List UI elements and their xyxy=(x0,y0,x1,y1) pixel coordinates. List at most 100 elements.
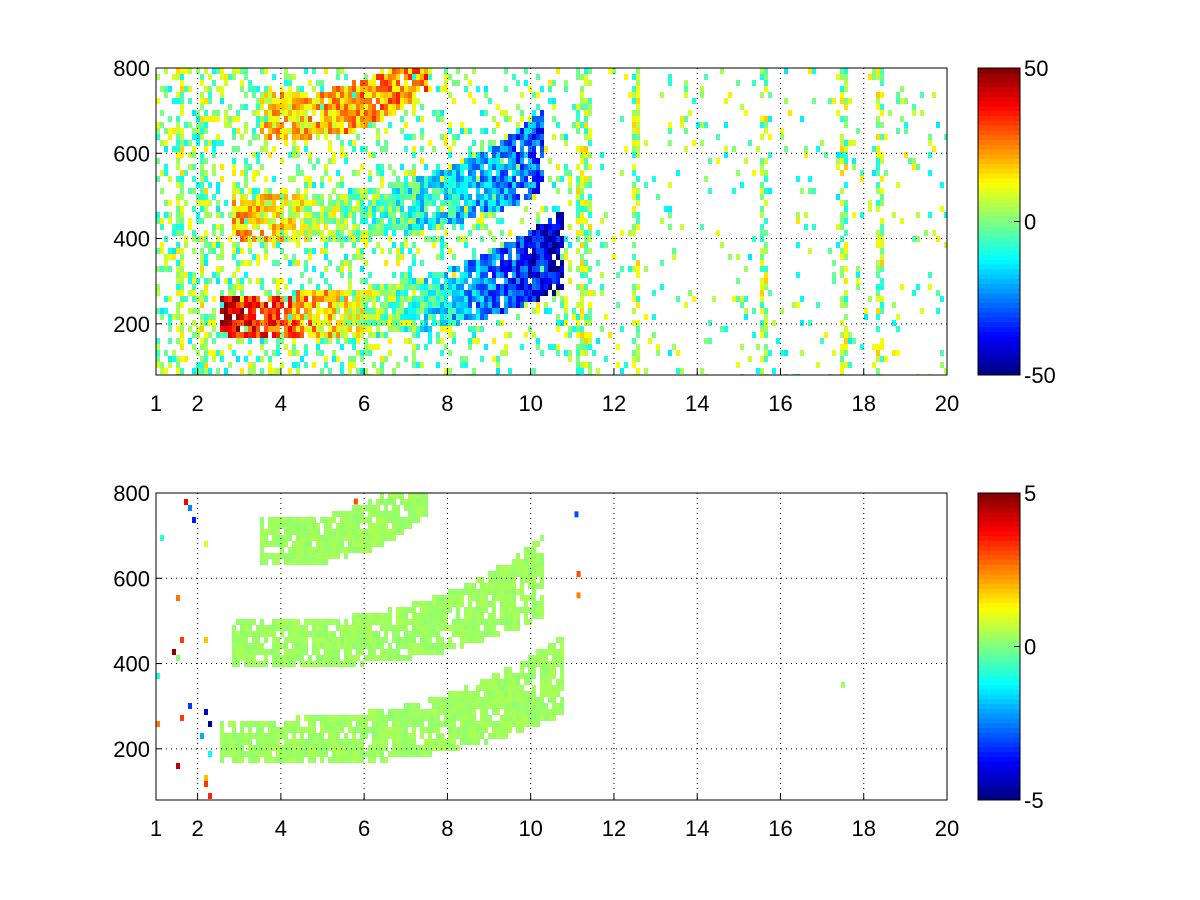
heatmap-cell xyxy=(428,314,432,320)
heatmap-cell xyxy=(532,284,536,290)
heatmap-cell xyxy=(332,296,336,302)
heatmap-cell xyxy=(480,314,484,320)
heatmap-cell xyxy=(288,523,292,529)
heatmap-cell xyxy=(252,751,256,757)
heatmap-cell xyxy=(840,248,844,254)
heatmap-cell xyxy=(496,733,500,739)
heatmap-cell xyxy=(300,302,304,308)
heatmap-cell xyxy=(464,296,468,302)
heatmap-cell xyxy=(740,296,744,302)
heatmap-cell xyxy=(360,505,364,511)
heatmap-cell xyxy=(156,308,160,314)
heatmap-cell xyxy=(176,362,180,368)
heatmap-cell xyxy=(768,152,772,158)
heatmap-cell xyxy=(156,290,160,296)
heatmap-cell xyxy=(196,332,200,338)
heatmap-cell xyxy=(460,278,464,284)
heatmap-cell xyxy=(500,242,504,248)
heatmap-cell xyxy=(556,212,560,218)
heatmap-cell xyxy=(428,607,432,613)
heatmap-cell xyxy=(376,523,380,529)
heatmap-cell xyxy=(632,122,636,128)
heatmap-cell xyxy=(868,200,872,206)
heatmap-cell xyxy=(372,194,376,200)
heatmap-cell xyxy=(168,176,172,182)
heatmap-cell xyxy=(472,260,476,266)
heatmap-cell xyxy=(500,152,504,158)
heatmap-cell xyxy=(416,80,420,86)
heatmap-cell xyxy=(352,541,356,547)
heatmap-cell xyxy=(500,290,504,296)
heatmap-cell xyxy=(396,649,400,655)
heatmap-cell xyxy=(352,727,356,733)
heatmap-cell xyxy=(316,200,320,206)
heatmap-cell xyxy=(408,284,412,290)
heatmap-cell xyxy=(308,308,312,314)
heatmap-cell xyxy=(448,637,452,643)
heatmap-cell xyxy=(280,212,284,218)
heatmap-cell xyxy=(296,314,300,320)
heatmap-cell xyxy=(448,170,452,176)
heatmap-cell xyxy=(176,146,180,152)
heatmap-cell xyxy=(880,242,884,248)
heatmap-cell xyxy=(352,733,356,739)
heatmap-cell xyxy=(332,206,336,212)
heatmap-cell xyxy=(512,134,516,140)
heatmap-cell xyxy=(508,613,512,619)
heatmap-cell xyxy=(420,278,424,284)
heatmap-cell xyxy=(404,338,408,344)
heatmap-cell xyxy=(508,260,512,266)
heatmap-cell xyxy=(528,182,532,188)
heatmap-cell xyxy=(256,260,260,266)
heatmap-cell xyxy=(248,338,252,344)
heatmap-cell xyxy=(412,176,416,182)
heatmap-cell xyxy=(292,254,296,260)
heatmap-cell xyxy=(900,218,904,224)
heatmap-cell xyxy=(568,260,572,266)
heatmap-cell xyxy=(460,362,464,368)
heatmap-cell xyxy=(328,655,332,661)
heatmap-cell xyxy=(700,224,704,230)
heatmap-cell xyxy=(304,302,308,308)
heatmap-cell xyxy=(376,715,380,721)
heatmap-cell xyxy=(296,164,300,170)
heatmap-cell xyxy=(304,308,308,314)
heatmap-cell xyxy=(488,679,492,685)
heatmap-cell xyxy=(324,266,328,272)
heatmap-cell xyxy=(844,362,848,368)
heatmap-cell xyxy=(316,224,320,230)
heatmap-cell xyxy=(588,128,592,134)
heatmap-cell xyxy=(744,266,748,272)
heatmap-cell xyxy=(376,535,380,541)
heatmap-cell xyxy=(316,649,320,655)
heatmap-cell xyxy=(380,613,384,619)
heatmap-cell xyxy=(204,278,208,284)
heatmap-cell xyxy=(264,553,268,559)
heatmap-cell xyxy=(376,98,380,104)
heatmap-cell xyxy=(232,655,236,661)
heatmap-cell xyxy=(364,104,368,110)
heatmap-cell xyxy=(360,320,364,326)
heatmap-cell xyxy=(492,212,496,218)
heatmap-cell xyxy=(400,86,404,92)
colorbar-step xyxy=(978,231,1020,237)
heatmap-cell xyxy=(300,296,304,302)
heatmap-cell xyxy=(544,290,548,296)
heatmap-cell xyxy=(420,721,424,727)
heatmap-cell xyxy=(284,326,288,332)
heatmap-cell xyxy=(484,607,488,613)
heatmap-cell xyxy=(320,296,324,302)
heatmap-cell xyxy=(296,206,300,212)
heatmap-cell xyxy=(288,80,292,86)
heatmap-cell xyxy=(408,338,412,344)
heatmap-cell xyxy=(844,206,848,212)
heatmap-cell xyxy=(556,320,560,326)
heatmap-cell xyxy=(384,110,388,116)
heatmap-cell xyxy=(204,709,208,715)
heatmap-cell xyxy=(280,230,284,236)
heatmap-cell xyxy=(212,320,216,326)
heatmap-cell xyxy=(428,697,432,703)
heatmap-cell xyxy=(396,320,400,326)
heatmap-cell xyxy=(436,362,440,368)
heatmap-cell xyxy=(268,104,272,110)
